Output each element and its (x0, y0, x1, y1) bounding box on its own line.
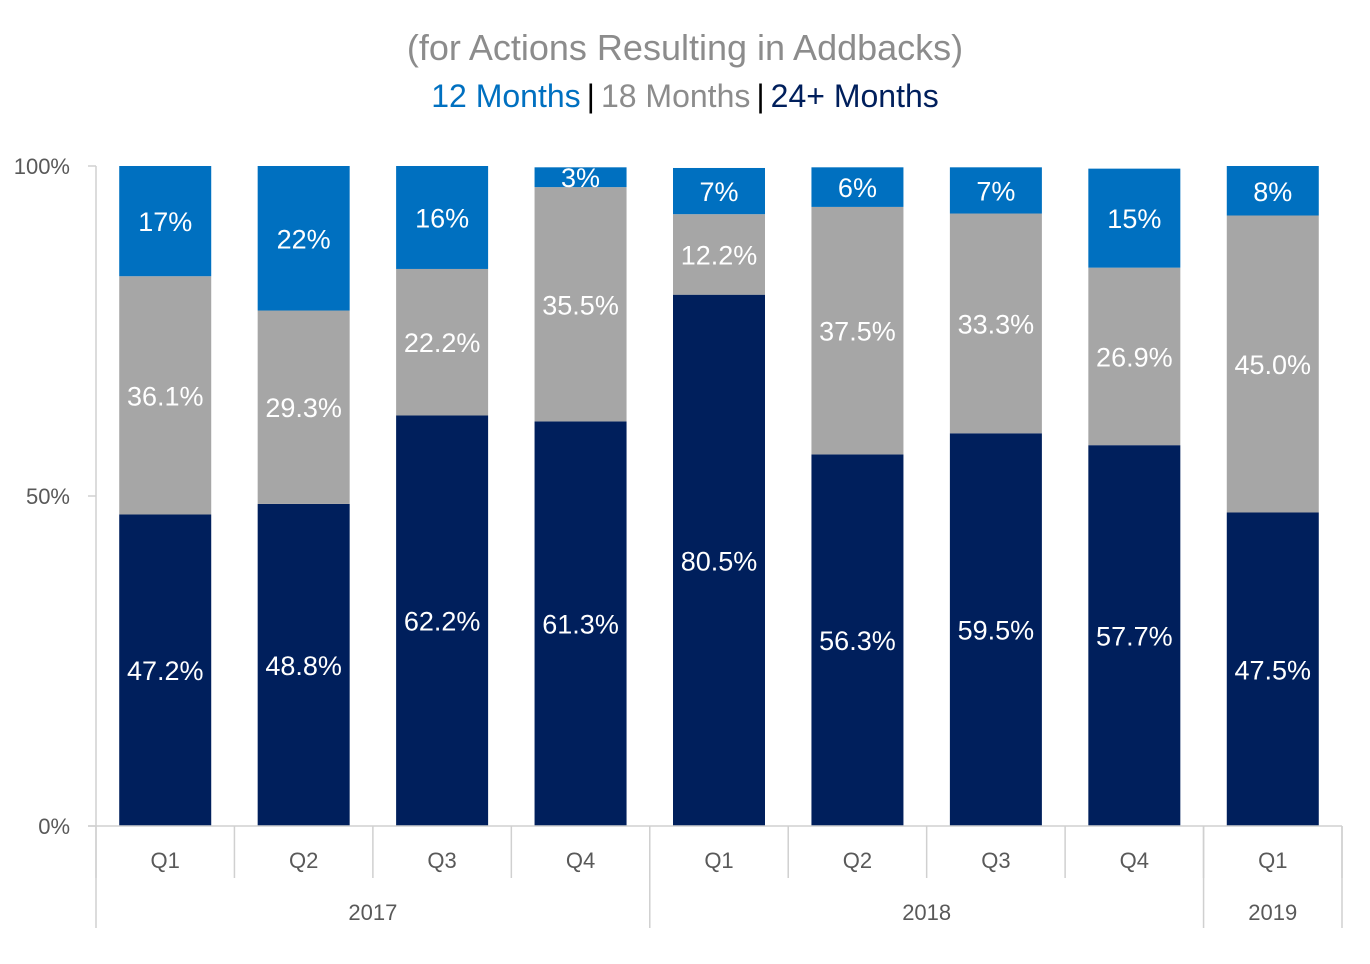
data-label: 37.5% (819, 317, 896, 347)
x-tick-label: Q2 (843, 848, 872, 873)
data-label: 35.5% (542, 290, 619, 320)
y-tick-label: 50% (26, 484, 70, 509)
bar-segment (673, 214, 765, 295)
legend-separator-2: | (756, 78, 765, 114)
data-label: 47.2% (127, 656, 204, 686)
x-tick-label: Q1 (704, 848, 733, 873)
x-group-label: 2019 (1248, 900, 1297, 925)
bar-segment (119, 276, 212, 515)
bar-segment (949, 167, 1042, 214)
bar-segment (534, 421, 627, 826)
data-label: 8% (1253, 177, 1292, 207)
y-tick-label: 100% (14, 154, 70, 179)
bar-segment (1226, 215, 1319, 513)
x-tick-label: Q4 (566, 848, 595, 873)
data-label: 80.5% (681, 546, 758, 576)
bar-segment (811, 206, 904, 455)
bar-segment (257, 166, 350, 311)
bar-segment (811, 454, 904, 826)
bar-segment (534, 187, 627, 422)
bar-segment (673, 167, 765, 215)
bar-segment (1088, 445, 1181, 826)
x-group-label: 2017 (348, 900, 397, 925)
x-tick-label: Q3 (427, 848, 456, 873)
x-tick-label: Q2 (289, 848, 318, 873)
data-label: 7% (976, 176, 1015, 206)
x-tick-label: Q3 (981, 848, 1010, 873)
data-label: 12.2% (681, 240, 758, 270)
chart-title-block: (for Actions Resulting in Addbacks) 12 M… (0, 26, 1370, 118)
bar-segment (949, 213, 1042, 434)
chart-title: (for Actions Resulting in Addbacks) (406, 27, 964, 68)
bar-segment (1088, 168, 1181, 268)
y-tick-label: 0% (38, 814, 70, 839)
x-tick-label: Q1 (151, 848, 180, 873)
bar-segment (673, 294, 765, 826)
bar-segment (396, 166, 489, 269)
legend-line: 12 Months | 18 Months | 24+ Months (0, 74, 1370, 118)
data-label: 22.2% (404, 328, 481, 358)
data-label: 33.3% (958, 309, 1035, 339)
data-label: 56.3% (819, 626, 896, 656)
data-label: 26.9% (1096, 342, 1173, 372)
bar-segment (534, 167, 627, 188)
bar-segment (257, 503, 350, 826)
bar-segment (949, 433, 1042, 826)
x-tick-label: Q4 (1120, 848, 1149, 873)
data-label: 16% (415, 203, 469, 233)
data-label: 36.1% (127, 381, 204, 411)
data-label: 47.5% (1234, 655, 1311, 685)
x-tick-label: Q1 (1258, 848, 1287, 873)
data-label: 48.8% (265, 651, 342, 681)
data-label: 61.3% (542, 610, 619, 640)
data-label: 3% (561, 163, 600, 193)
bar-segment (257, 310, 350, 504)
data-label: 45.0% (1234, 350, 1311, 380)
data-label: 59.5% (958, 616, 1035, 646)
data-label: 17% (138, 207, 192, 237)
bar-segment (1088, 267, 1181, 446)
legend-18-months: 18 Months (600, 78, 751, 114)
data-label: 6% (838, 173, 877, 203)
bar-segment (811, 167, 904, 207)
data-label: 22% (277, 224, 331, 254)
data-label: 62.2% (404, 607, 481, 637)
data-label: 29.3% (265, 393, 342, 423)
legend-separator-1: | (586, 78, 595, 114)
legend-24-months: 24+ Months (770, 78, 939, 114)
x-group-label: 2018 (902, 900, 951, 925)
bar-segment (1226, 512, 1319, 826)
legend-12-months: 12 Months (431, 78, 581, 114)
bar-segment (119, 514, 212, 826)
bar-segment (119, 166, 212, 277)
data-label: 15% (1107, 204, 1161, 234)
data-label: 57.7% (1096, 622, 1173, 652)
data-label: 7% (699, 177, 738, 207)
bar-segment (396, 415, 489, 826)
bar-segment (1226, 166, 1319, 216)
bar-segment (396, 268, 489, 416)
